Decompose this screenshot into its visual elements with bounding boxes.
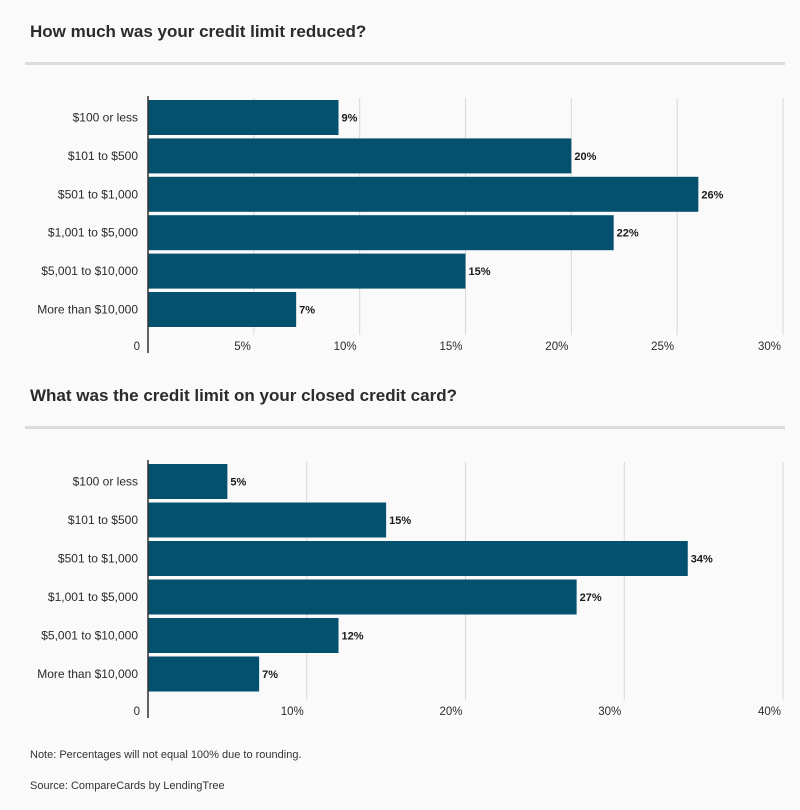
value-label: 12% [342, 631, 364, 643]
x-tick-label: 0 [134, 706, 140, 718]
category-label: $501 to $1,000 [58, 552, 138, 566]
chart-title: What was the credit limit on your closed… [30, 386, 457, 405]
bar [148, 656, 260, 692]
category-label: $101 to $500 [68, 513, 138, 527]
source-credit: Source: CompareCards by LendingTree [30, 780, 225, 792]
value-label: 34% [691, 554, 713, 566]
value-label: 15% [389, 515, 411, 527]
bar-chart-plot: $100 or less 9% $101 to $500 20% $501 to $1,… [37, 96, 784, 353]
chart-credit-limit-reduced: How much was your credit limit reduced? … [0, 0, 800, 370]
chart-title: How much was your credit limit reduced? [30, 22, 367, 41]
x-tick-label: 30% [758, 341, 781, 353]
bar [148, 618, 339, 653]
bar [148, 541, 688, 576]
category-label: $5,001 to $10,000 [41, 629, 138, 643]
value-label: 15% [469, 266, 491, 278]
category-label: $1,001 to $5,000 [48, 590, 138, 604]
category-label: $100 or less [73, 111, 138, 125]
category-label: $101 to $500 [68, 149, 138, 163]
x-tick-label: 10% [334, 341, 357, 353]
x-tick-label: 40% [758, 706, 781, 718]
value-label: 20% [574, 151, 596, 163]
x-tick-label: 20% [545, 341, 568, 353]
bar [148, 176, 699, 212]
title-divider [25, 62, 785, 65]
bar [148, 464, 228, 499]
x-tick-label: 5% [234, 341, 251, 353]
x-tick-label: 25% [651, 341, 674, 353]
bar [148, 100, 339, 135]
title-divider [25, 426, 785, 429]
x-tick-label: 20% [439, 706, 462, 718]
bar [148, 215, 614, 251]
bar [148, 292, 297, 327]
category-label: More than $10,000 [37, 303, 138, 317]
bar [148, 502, 387, 538]
category-label: $1,001 to $5,000 [48, 226, 138, 240]
value-label: 9% [342, 113, 358, 125]
category-label: $100 or less [73, 475, 138, 489]
footnote: Note: Percentages will not equal 100% du… [30, 749, 302, 761]
bar [148, 253, 466, 289]
value-label: 5% [230, 477, 246, 489]
category-label: $501 to $1,000 [58, 187, 138, 201]
category-label: More than $10,000 [37, 667, 138, 681]
bar-chart-plot: $100 or less 5% $101 to $500 15% $501 to $1,… [37, 460, 784, 718]
value-label: 27% [580, 592, 602, 604]
x-tick-label: 30% [598, 706, 621, 718]
x-tick-label: 15% [439, 341, 462, 353]
value-label: 26% [701, 189, 723, 201]
value-label: 7% [299, 305, 315, 317]
category-label: $5,001 to $10,000 [41, 264, 138, 278]
x-tick-label: 10% [281, 706, 304, 718]
value-label: 22% [617, 228, 639, 240]
value-label: 7% [262, 669, 278, 681]
x-tick-label: 0 [134, 341, 140, 353]
bar [148, 579, 577, 615]
chart-closed-card-limit: What was the credit limit on your closed… [0, 370, 800, 725]
bar [148, 138, 572, 174]
